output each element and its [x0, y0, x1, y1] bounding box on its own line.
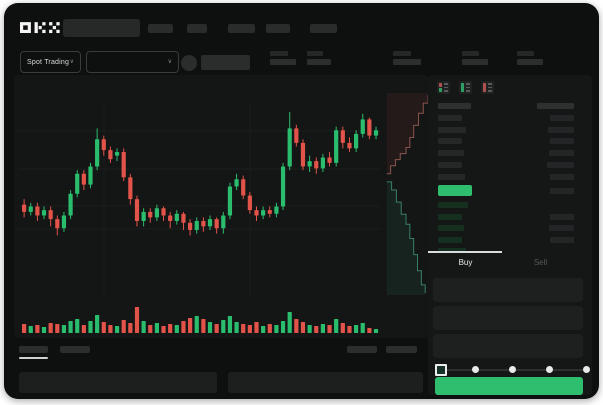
slider-handle[interactable] — [435, 364, 447, 376]
nav-item[interactable] — [228, 24, 255, 33]
glyph — [444, 83, 448, 85]
glyph — [439, 83, 442, 87]
orders-tab-active[interactable] — [19, 346, 48, 353]
orders-tab[interactable] — [60, 346, 90, 353]
volume-chart — [22, 307, 379, 333]
glyph — [466, 90, 470, 92]
ask-row-amount — [550, 173, 574, 180]
ask-row-amount — [547, 161, 574, 168]
bid-row-amount — [549, 225, 574, 232]
chevron-down-icon: ∨ — [69, 59, 74, 65]
ask-row-amount — [550, 115, 574, 121]
stat-value — [517, 59, 543, 65]
orderbook-view-bids-only-icon[interactable] — [459, 81, 472, 94]
nav-item[interactable] — [310, 24, 337, 33]
buy-tab-indicator — [428, 251, 502, 253]
bid-row-price — [438, 236, 462, 243]
pair-selector[interactable]: Spot Trading ∨ — [20, 51, 81, 73]
price-input[interactable] — [433, 278, 583, 302]
slider-step-dot[interactable] — [509, 366, 516, 373]
amount-input[interactable] — [433, 306, 583, 330]
stat-value — [462, 59, 488, 65]
glyph — [461, 83, 464, 92]
bid-row-price — [438, 202, 468, 208]
okx-logo — [20, 20, 60, 37]
nav-item[interactable] — [266, 24, 290, 33]
stat-value — [393, 59, 421, 65]
ask-row-price — [438, 138, 462, 145]
glyph — [488, 90, 492, 92]
pair-avatar — [181, 55, 197, 71]
amount-slider[interactable] — [435, 364, 590, 376]
stat-label — [270, 51, 288, 56]
glyph — [444, 90, 448, 92]
stat-value — [307, 59, 331, 65]
app-window: Spot Trading ∨ ∨ ◫ ∨ ƒ ∨ ∿ ✎ ◎ ⚙ ⤢ — [4, 3, 599, 399]
candlestick-chart[interactable] — [18, 103, 380, 299]
ask-row-price — [438, 115, 462, 121]
glyph — [466, 86, 470, 88]
order-book-last-price[interactable] — [438, 185, 472, 196]
ask-row-price — [438, 161, 462, 168]
depth-chart — [386, 93, 429, 295]
slider-step-dot[interactable] — [546, 366, 553, 373]
order-book-header-amount — [537, 103, 574, 109]
stat-label — [517, 51, 534, 56]
bid-row-amount — [550, 236, 574, 243]
ask-row-amount — [549, 150, 574, 157]
glyph — [488, 83, 492, 85]
orders-panel — [228, 372, 423, 393]
stat-label — [393, 51, 411, 56]
orders-filter-button[interactable] — [347, 346, 377, 353]
glyph — [466, 83, 470, 85]
stat-label — [462, 51, 479, 56]
bid-row-price — [438, 248, 466, 251]
ask-row-amount — [548, 126, 574, 133]
orderbook-view-both-sides-icon[interactable] — [437, 81, 450, 94]
ask-row-price — [438, 126, 466, 133]
ask-row-amount — [550, 138, 574, 145]
last-price-placeholder — [201, 55, 250, 70]
chevron-down-icon: ∨ — [167, 59, 172, 65]
orders-tab-underline — [19, 357, 48, 359]
orders-filter-button[interactable] — [386, 346, 417, 353]
ask-row-price — [438, 173, 465, 180]
slider-step-dot[interactable] — [583, 366, 590, 373]
nav-item[interactable] — [148, 24, 173, 33]
search-input[interactable] — [63, 19, 140, 37]
stat-label — [307, 51, 323, 56]
total-input[interactable] — [433, 334, 583, 358]
tab-sell[interactable]: Sell — [533, 257, 548, 267]
stat-value — [270, 59, 296, 65]
glyph — [488, 86, 492, 88]
bid-row-amount — [550, 213, 574, 220]
bid-row-price — [438, 213, 462, 220]
order-book-and-trade-panel: Buy Sell — [428, 75, 592, 395]
tab-buy[interactable]: Buy — [458, 257, 473, 267]
buy-submit-button[interactable] — [435, 377, 583, 395]
order-book-last-amount — [550, 188, 574, 194]
trade-tabs: Buy Sell — [428, 251, 578, 273]
market-dropdown[interactable]: ∨ — [86, 51, 179, 73]
orderbook-view-asks-only-icon[interactable] — [481, 81, 494, 94]
order-book-header-price — [438, 103, 471, 109]
order-book — [428, 75, 592, 251]
nav-item[interactable] — [187, 24, 207, 33]
pair-selector-label: Spot Trading — [27, 58, 70, 66]
glyph — [444, 86, 448, 88]
glyph — [483, 83, 486, 92]
ask-row-price — [438, 150, 464, 157]
slider-step-dot[interactable] — [472, 366, 479, 373]
orders-panel — [19, 372, 217, 393]
bid-row-price — [438, 225, 464, 232]
glyph — [439, 88, 442, 92]
